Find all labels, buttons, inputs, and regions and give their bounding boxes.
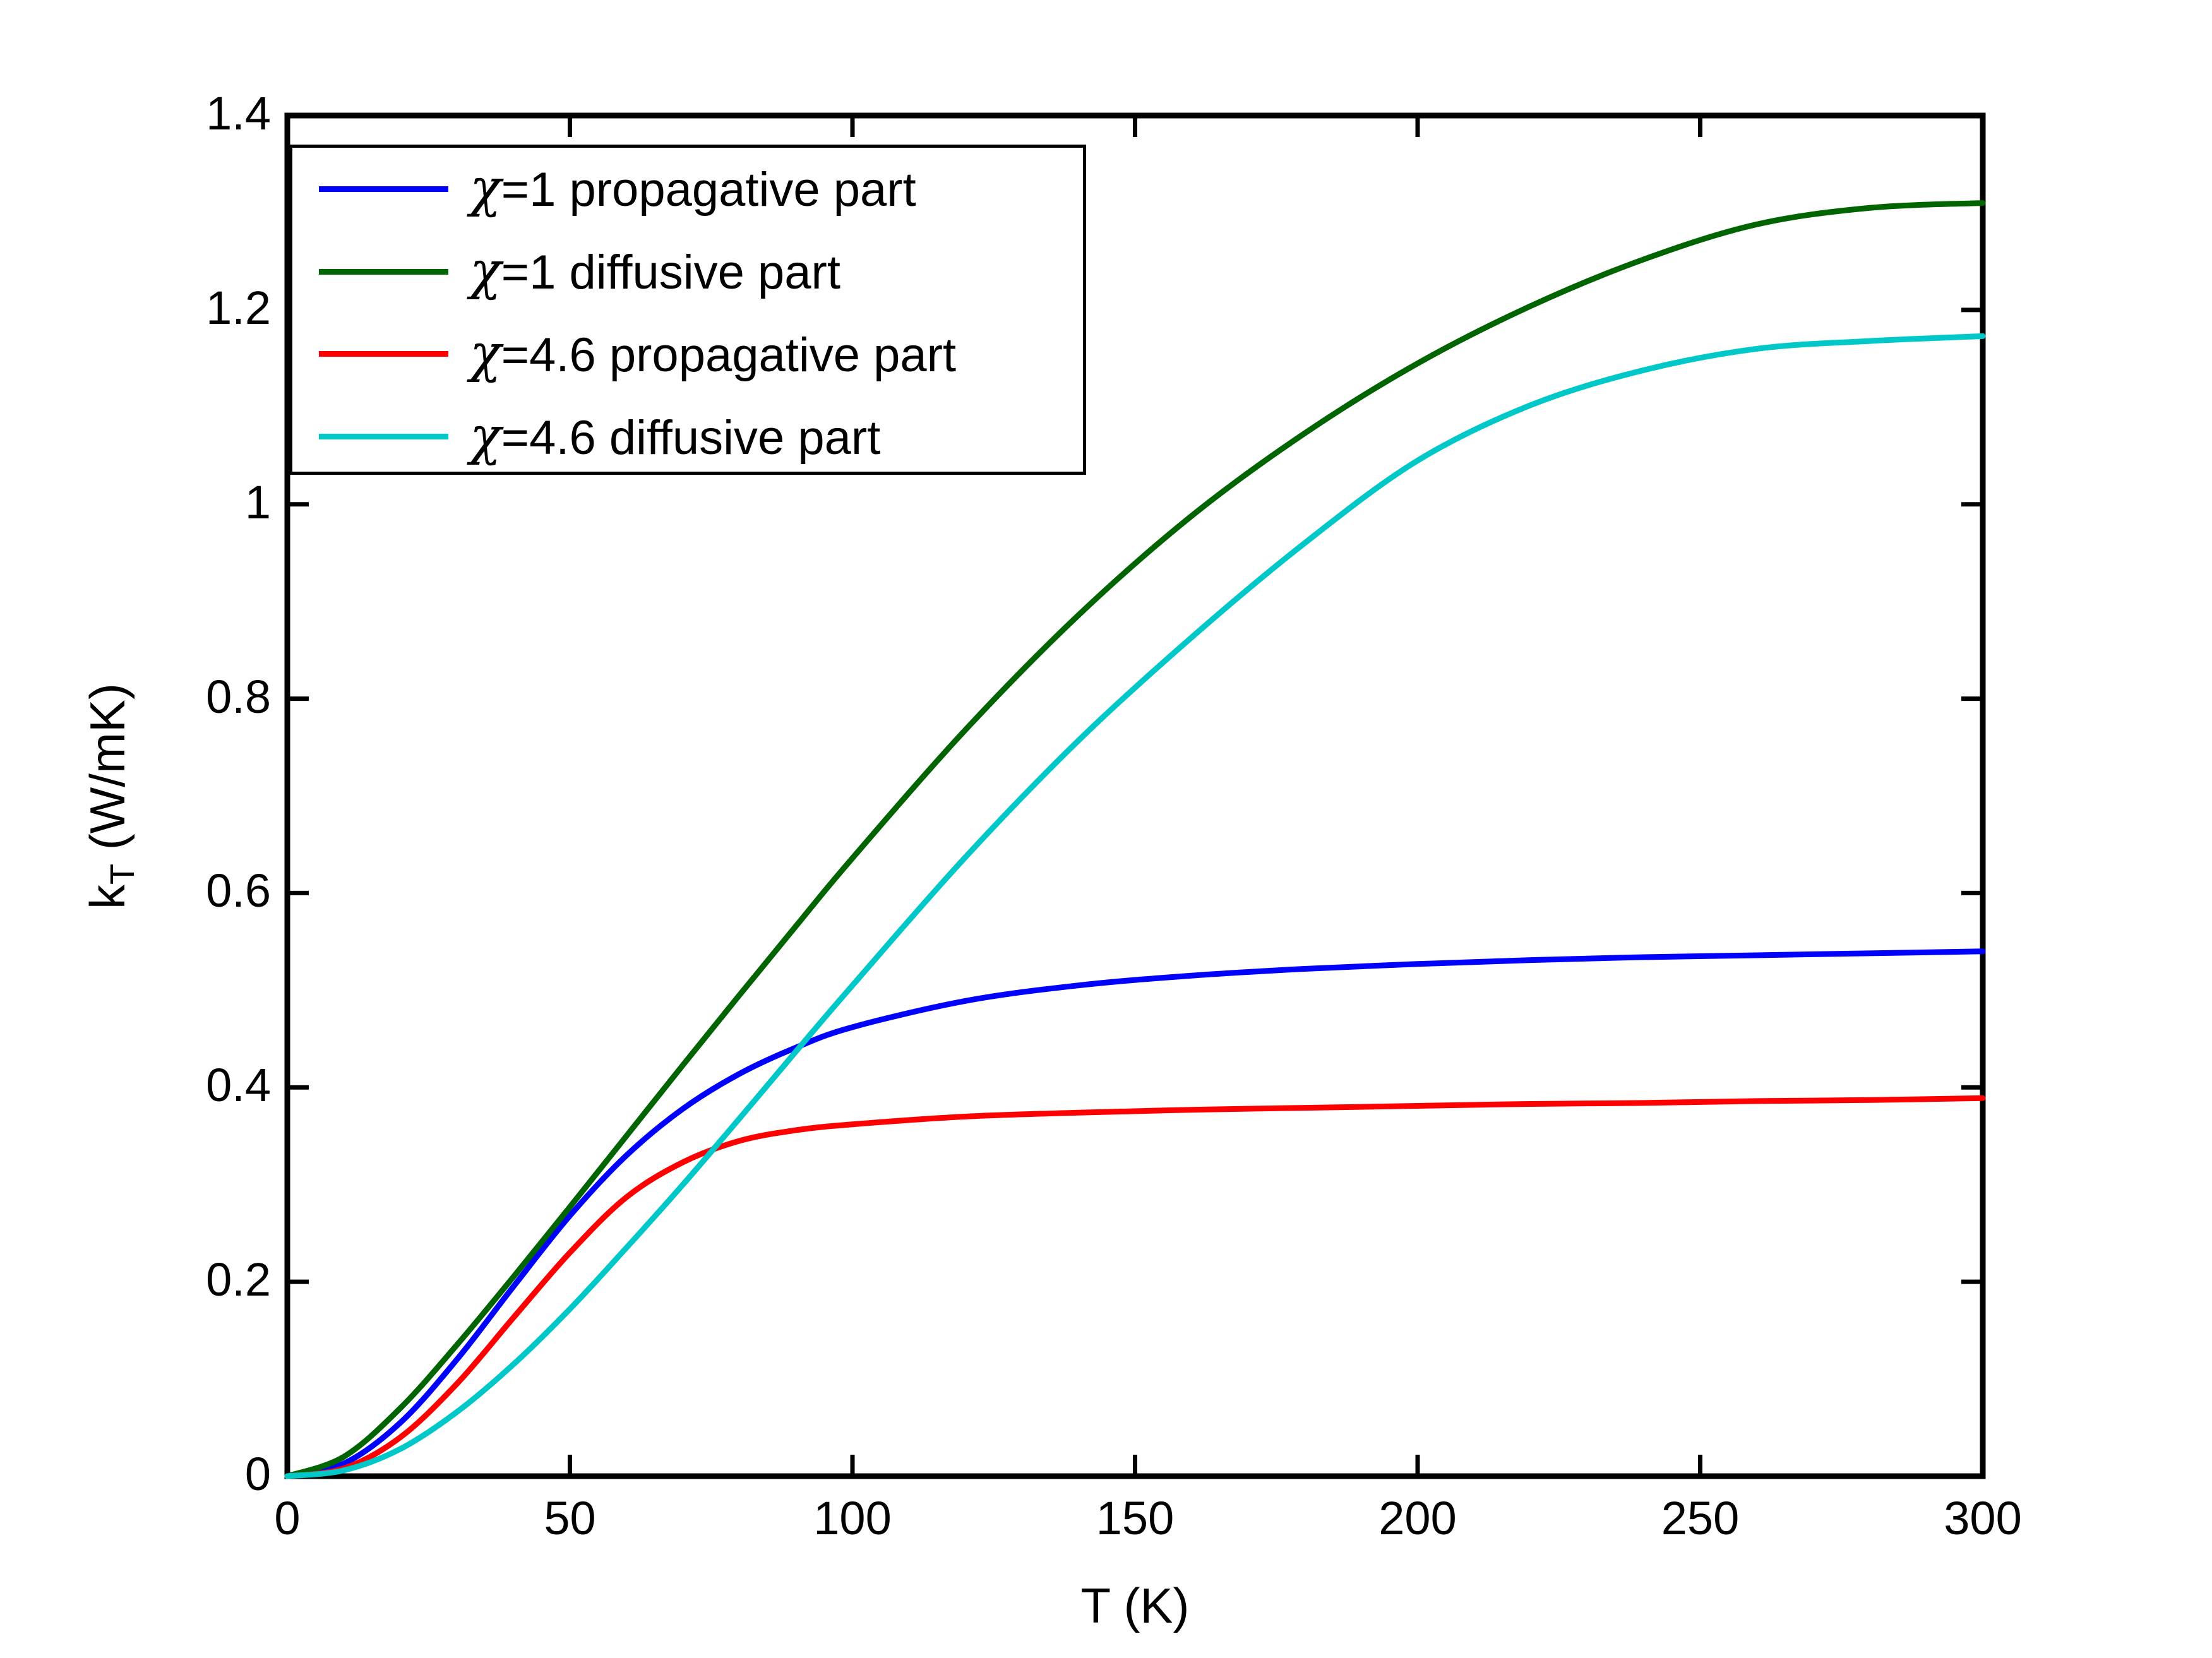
y-tick-label-7: 1.4 — [206, 87, 271, 140]
y-tick-label-3: 0.6 — [206, 864, 271, 917]
legend-item-0[interactable]: χ=1 propagative part — [319, 151, 916, 227]
y-tick-label-2: 0.4 — [206, 1059, 271, 1112]
legend-label-2: χ=4.6 propagative part — [470, 328, 956, 380]
x-tick-label-2: 100 — [813, 1492, 892, 1544]
legend-color-swatch-2 — [319, 351, 448, 357]
curve-series-0 — [284, 948, 1986, 1479]
legend-label-1: χ=1 diffusive part — [470, 246, 840, 297]
curve-series-2 — [284, 1095, 1986, 1479]
legend-label-text-1: =1 diffusive part — [501, 246, 840, 300]
data-curves — [284, 200, 1986, 1479]
x-tick-label-4: 200 — [1378, 1492, 1457, 1544]
x-axis-label: T (K) — [1080, 1578, 1190, 1633]
y-tick-label-6: 1.2 — [206, 281, 271, 334]
legend-item-3[interactable]: χ=4.6 diffusive part — [319, 399, 880, 475]
x-tick-label-5: 250 — [1661, 1492, 1740, 1544]
legend-color-swatch-3 — [319, 434, 448, 440]
y-axis-label-unit: (W/mK) — [79, 683, 135, 864]
chi-symbol-3: χ — [470, 406, 501, 467]
curve-series-1 — [284, 200, 1986, 1479]
legend-item-2[interactable]: χ=4.6 propagative part — [319, 316, 956, 392]
legend[interactable]: χ=1 propagative part χ=1 diffusive part χ=… — [289, 145, 1086, 475]
y-tick-label-4: 0.8 — [206, 670, 271, 723]
legend-label-3: χ=4.6 diffusive part — [470, 410, 881, 465]
legend-color-swatch-0 — [319, 186, 448, 192]
chi-symbol-2: χ — [470, 323, 501, 384]
y-axis-label-main: k — [79, 884, 135, 909]
legend-label-text-2: =4.6 propagative part — [501, 328, 957, 382]
y-tick-label-1: 0.2 — [206, 1253, 271, 1306]
x-tick-label-0: 0 — [274, 1492, 301, 1544]
legend-label-text-3: =4.6 diffusive part — [501, 410, 881, 465]
y-tick-label-0: 0 — [244, 1448, 271, 1500]
y-axis-label: kT (W/mK) — [79, 683, 142, 909]
chi-symbol-0: χ — [470, 158, 501, 219]
curve-series-3 — [284, 333, 1986, 1479]
axis-ticks — [287, 116, 1985, 1476]
x-tick-label-3: 150 — [1096, 1492, 1175, 1544]
x-tick-label-1: 50 — [544, 1492, 596, 1544]
legend-label-0: χ=1 propagative part — [470, 163, 916, 215]
chi-symbol-1: χ — [470, 241, 501, 302]
y-axis-label-subscript: T — [104, 863, 142, 885]
legend-label-text-0: =1 propagative part — [501, 163, 916, 217]
legend-item-1[interactable]: χ=1 diffusive part — [319, 234, 840, 309]
legend-color-swatch-1 — [319, 268, 448, 275]
y-tick-label-5: 1 — [244, 475, 271, 528]
x-tick-label-6: 300 — [1944, 1492, 2022, 1544]
